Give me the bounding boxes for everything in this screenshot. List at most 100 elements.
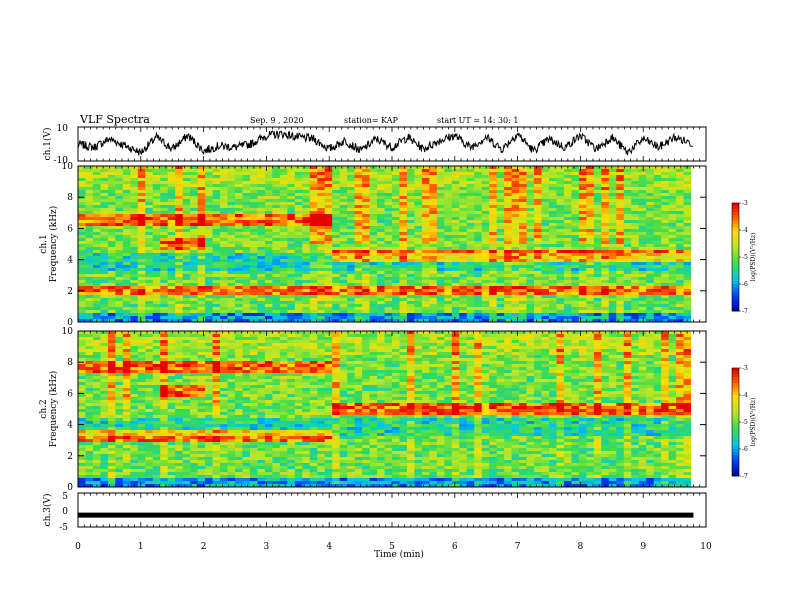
spectrogram-cell xyxy=(608,190,617,194)
spectrogram-cell xyxy=(556,319,565,323)
spectrogram-cell xyxy=(339,232,348,236)
spectrogram-cell xyxy=(444,340,453,344)
spectrogram-cell xyxy=(406,232,415,236)
spectrogram-cell xyxy=(145,310,154,314)
spectrogram-cell xyxy=(317,262,326,266)
spectrogram-cell xyxy=(317,172,326,176)
frequency-tick-label: 6 xyxy=(67,224,73,234)
spectrogram-cell xyxy=(429,247,438,251)
spectrogram-cell xyxy=(377,196,385,200)
spectrogram-cell xyxy=(190,277,199,281)
spectrogram-cell xyxy=(122,253,131,257)
spectrogram-cell xyxy=(302,298,311,302)
spectrogram-cell xyxy=(429,193,438,197)
spectrogram-cell xyxy=(571,331,580,335)
spectrogram-cell xyxy=(563,280,572,284)
spectrogram-cell xyxy=(661,247,670,251)
colorbar-swatch xyxy=(732,215,739,219)
spectrogram-cell xyxy=(272,268,281,272)
spectrogram-cell xyxy=(653,295,662,299)
spectrogram-cell xyxy=(272,232,281,236)
spectrogram-cell xyxy=(481,256,490,260)
spectrogram-cell xyxy=(287,268,296,272)
spectrogram-cell xyxy=(534,220,542,224)
spectrogram-cell xyxy=(631,238,640,242)
spectrogram-cell xyxy=(638,346,647,350)
spectrogram-cell xyxy=(421,178,430,182)
spectrogram-cell xyxy=(249,223,258,227)
spectrogram-cell xyxy=(661,334,670,338)
spectrogram-cell xyxy=(541,244,550,248)
spectrogram-cell xyxy=(272,238,281,242)
spectrogram-cell xyxy=(646,292,655,296)
spectrogram-cell xyxy=(436,214,445,218)
spectrogram-cell xyxy=(122,235,131,239)
spectrogram-cell xyxy=(324,202,333,206)
spectrogram-cell xyxy=(220,304,228,308)
spectrogram-cell xyxy=(354,178,363,182)
spectrogram-cell xyxy=(317,304,326,308)
spectrogram-cell xyxy=(608,214,617,218)
spectrogram-cell xyxy=(190,331,199,335)
spectrogram-cell xyxy=(362,229,370,233)
spectrogram-cell xyxy=(661,277,670,281)
spectrogram-cell xyxy=(257,175,266,179)
spectrogram-cell xyxy=(339,217,348,221)
spectrogram-cell xyxy=(466,229,475,233)
spectrogram-cell xyxy=(541,172,550,176)
spectrogram-cell xyxy=(436,223,445,227)
spectrogram-cell xyxy=(444,268,453,272)
spectrogram-cell xyxy=(190,214,199,218)
spectrogram-cell xyxy=(646,310,655,314)
spectrogram-cell xyxy=(556,166,565,170)
spectrogram-cell xyxy=(616,256,625,260)
spectrogram-cell xyxy=(638,241,647,245)
spectrogram-cell xyxy=(661,280,670,284)
spectrogram-cell xyxy=(406,280,415,284)
spectrogram-cell xyxy=(294,262,303,266)
spectrogram-cell xyxy=(631,298,640,302)
spectrogram-cell xyxy=(436,175,445,179)
spectrogram-cell xyxy=(92,226,101,230)
spectrogram-cell xyxy=(444,211,453,215)
spectrogram-cell xyxy=(578,283,587,287)
spectrogram-cell xyxy=(392,319,400,323)
spectrogram-cell xyxy=(571,202,580,206)
spectrogram-cell xyxy=(182,205,191,209)
spectrogram-cell xyxy=(511,262,520,266)
spectrogram-cell xyxy=(92,283,101,287)
spectrogram-cell xyxy=(130,310,139,314)
spectrogram-cell xyxy=(534,274,542,278)
spectrogram-cell xyxy=(294,295,303,299)
spectrogram-cell xyxy=(406,265,415,269)
spectrogram-cell xyxy=(526,217,535,221)
spectrogram-cell xyxy=(92,349,101,353)
spectrogram-cell xyxy=(466,214,475,218)
spectrogram-cell xyxy=(160,193,169,197)
spectrogram-cell xyxy=(309,268,318,272)
spectrogram-cell xyxy=(392,262,400,266)
spectrogram-cell xyxy=(302,343,311,347)
spectrogram-cell xyxy=(481,346,490,350)
spectrogram-cell xyxy=(137,217,146,221)
spectrogram-cell xyxy=(616,286,625,290)
spectrogram-cell xyxy=(220,235,228,239)
spectrogram-cell xyxy=(504,202,513,206)
spectrogram-cell xyxy=(444,337,453,341)
spectrogram-cell xyxy=(421,307,430,311)
spectrogram-cell xyxy=(205,244,213,248)
spectrogram-cell xyxy=(92,235,101,239)
spectrogram-cell xyxy=(122,301,131,305)
spectrogram-cell xyxy=(676,298,684,302)
spectrogram-cell xyxy=(421,346,430,350)
spectrogram-cell xyxy=(145,196,154,200)
spectrogram-cell xyxy=(466,319,475,323)
spectrogram-cell xyxy=(339,211,348,215)
spectrogram-cell xyxy=(556,331,565,335)
spectrogram-cell xyxy=(601,259,610,263)
spectrogram-cell xyxy=(421,235,430,239)
spectrogram-cell xyxy=(668,346,677,350)
spectrogram-cell xyxy=(578,262,587,266)
spectrogram-cell xyxy=(616,172,625,176)
spectrogram-cell xyxy=(227,259,236,263)
